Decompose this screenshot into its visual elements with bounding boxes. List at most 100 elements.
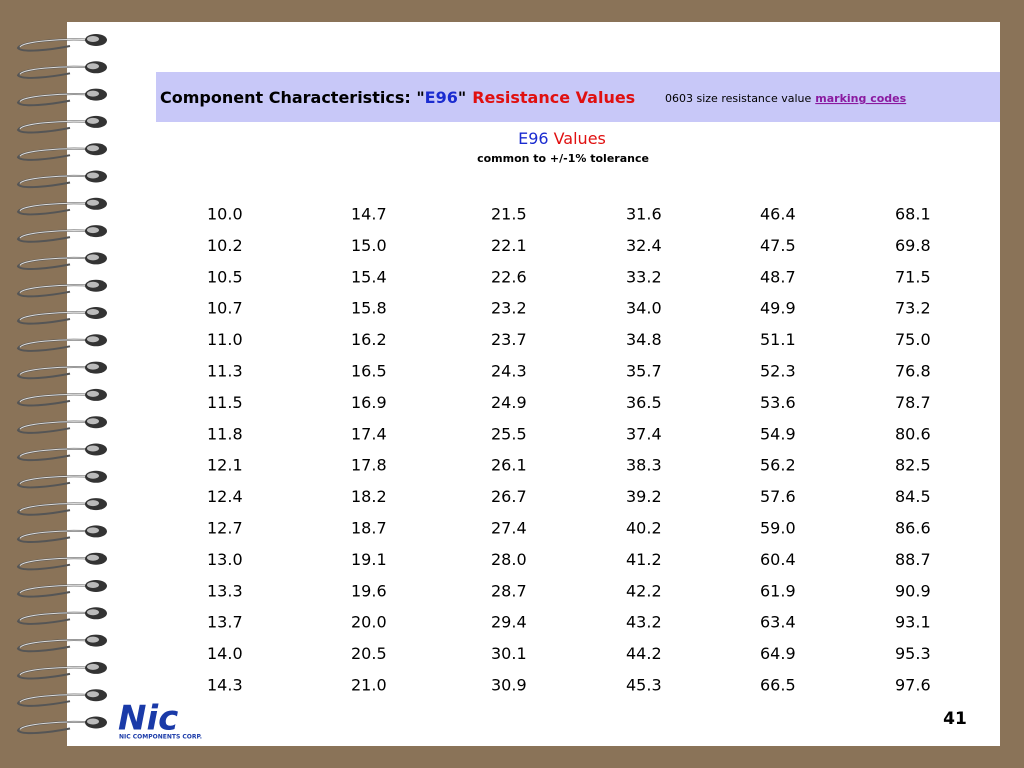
ring-bead-shine: [87, 36, 99, 42]
cell: 41.2: [626, 550, 662, 569]
cell: 28.7: [491, 581, 527, 600]
cell: 24.9: [491, 393, 527, 412]
ring-bead-shine: [87, 336, 99, 343]
ring-shine: [19, 721, 93, 730]
cell: 51.1: [760, 330, 796, 349]
ring-shine: [19, 694, 93, 703]
ring-bead-shine: [87, 63, 99, 70]
cell: 13.7: [207, 613, 243, 632]
subtitle: E96 Values: [518, 129, 606, 148]
subtitle-part: E96: [518, 129, 548, 148]
cell: 12.4: [207, 487, 243, 506]
cell: 93.1: [895, 613, 931, 632]
ring-shine: [19, 475, 93, 485]
cell: 48.7: [760, 267, 796, 286]
ring-bead-shine: [87, 554, 99, 561]
ring-bead-shine: [87, 254, 99, 261]
cell: 11.8: [207, 424, 243, 443]
cell: 69.8: [895, 236, 931, 255]
cell: 21.5: [491, 205, 527, 224]
cell: 52.3: [760, 362, 796, 381]
ring-shine: [19, 175, 93, 184]
cell: 23.7: [491, 330, 527, 349]
ring-bead-shine: [87, 90, 99, 97]
cell: 15.4: [351, 267, 387, 286]
ring-shine: [19, 284, 93, 294]
header-band: [156, 72, 1000, 122]
cell: 14.3: [207, 676, 243, 695]
cell: 90.9: [895, 581, 931, 600]
ring-shine: [19, 639, 93, 648]
cell: 22.1: [491, 236, 527, 255]
ring-bead-shine: [87, 117, 99, 124]
ring-shine: [19, 612, 93, 621]
title-part: Resistance Values: [472, 88, 635, 107]
cell: 86.6: [895, 519, 931, 538]
cell: 26.7: [491, 487, 527, 506]
ring-shine: [19, 257, 93, 266]
cell: 13.0: [207, 550, 243, 569]
cell: 43.2: [626, 613, 662, 632]
ring-bead-shine: [87, 227, 99, 234]
cell: 19.6: [351, 581, 387, 600]
cell: 22.6: [491, 267, 527, 286]
ring-shine: [19, 448, 93, 457]
ring-shine: [19, 557, 93, 567]
cell: 29.4: [491, 613, 527, 632]
ring-shine: [19, 120, 93, 130]
cell: 16.5: [351, 362, 387, 381]
ring-shine: [19, 366, 93, 375]
cell: 45.3: [626, 676, 662, 695]
ring-shine: [19, 339, 93, 348]
ring-bead-shine: [87, 472, 99, 479]
cell: 49.9: [760, 299, 796, 318]
cell: 30.1: [491, 644, 527, 663]
cell: 30.9: [491, 676, 527, 695]
cell: 53.6: [760, 393, 796, 412]
ring-bead-shine: [87, 390, 99, 397]
ring-shine: [19, 39, 93, 48]
cell: 21.0: [351, 676, 387, 695]
cell: 19.1: [351, 550, 387, 569]
cell: 25.5: [491, 424, 527, 443]
cell: 32.4: [626, 236, 662, 255]
cell: 10.2: [207, 236, 243, 255]
title-part: ": [458, 88, 466, 107]
cell: 15.8: [351, 299, 387, 318]
ring-bead-shine: [87, 582, 99, 588]
link[interactable]: marking codes: [815, 92, 906, 105]
cell: 31.6: [626, 205, 662, 224]
cell: 46.4: [760, 205, 796, 224]
link-prefix: 0603 size resistance value: [665, 92, 811, 105]
cell: 10.0: [207, 205, 243, 224]
ring-bead-shine: [87, 418, 99, 425]
title-part: E96: [425, 88, 458, 107]
cell: 37.4: [626, 424, 662, 443]
cell: 10.7: [207, 299, 243, 318]
cell: 34.0: [626, 299, 662, 318]
cell: 66.5: [760, 676, 796, 695]
ring-bead-shine: [87, 636, 99, 643]
cell: 38.3: [626, 456, 662, 475]
ring-shine: [19, 312, 93, 321]
ring-shine: [19, 393, 93, 403]
cell: 35.7: [626, 362, 662, 381]
cell: 54.9: [760, 424, 796, 443]
ring-bead-shine: [87, 172, 99, 179]
ring-shine: [19, 503, 93, 512]
cell: 80.6: [895, 424, 931, 443]
cell: 23.2: [491, 299, 527, 318]
cell: 12.7: [207, 519, 243, 538]
link-line: 0603 size resistance value marking codes: [665, 92, 907, 105]
ring-shine: [19, 202, 93, 212]
ring-bead-shine: [87, 445, 99, 452]
ring-bead-shine: [87, 309, 99, 315]
ring-shine: [19, 666, 93, 676]
ring-bead-shine: [87, 145, 99, 152]
subtitle-note: common to +/-1% tolerance: [477, 152, 649, 165]
cell: 60.4: [760, 550, 796, 569]
cell: 71.5: [895, 267, 931, 286]
cell: 11.3: [207, 362, 243, 381]
